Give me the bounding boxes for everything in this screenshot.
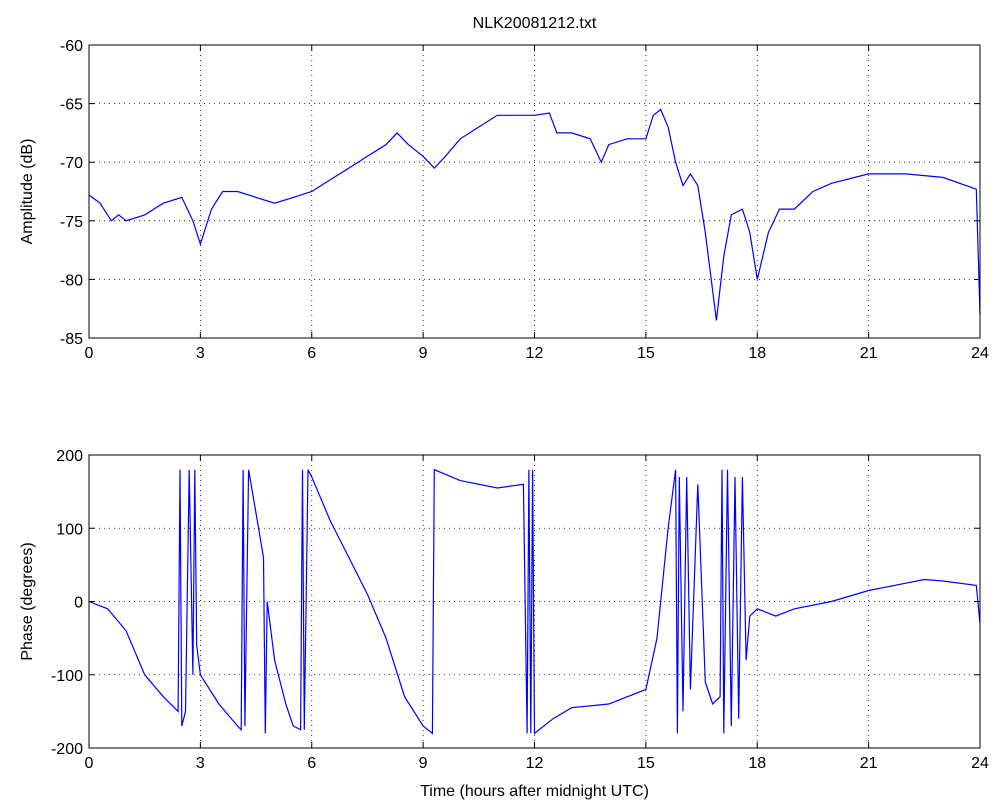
axes-frame bbox=[88, 454, 981, 749]
x-tick-label: 6 bbox=[307, 345, 316, 362]
chart-title: NLK20081212.txt bbox=[473, 15, 597, 32]
x-tick-label: 3 bbox=[196, 345, 205, 362]
x-tick-label: 12 bbox=[526, 755, 544, 772]
y-tick-label: -60 bbox=[60, 38, 83, 55]
y-tick-label: 200 bbox=[56, 448, 83, 465]
y-tick-label: -70 bbox=[60, 155, 83, 172]
y-tick-label: 0 bbox=[74, 595, 83, 612]
x-tick-label: 24 bbox=[971, 755, 989, 772]
data-line bbox=[88, 108, 981, 321]
x-axis-label: Time (hours after midnight UTC) bbox=[420, 783, 649, 800]
x-tick-label: 9 bbox=[419, 345, 428, 362]
x-tick-label: 0 bbox=[85, 755, 94, 772]
y-axis-label: Phase (degrees) bbox=[19, 542, 36, 660]
x-tick-label: 12 bbox=[526, 345, 544, 362]
x-tick-label: 0 bbox=[85, 345, 94, 362]
y-tick-label: -65 bbox=[60, 97, 83, 114]
x-tick-label: 3 bbox=[196, 755, 205, 772]
y-tick-label: -200 bbox=[51, 741, 83, 758]
y-tick-label: 100 bbox=[56, 521, 83, 538]
x-tick-label: 18 bbox=[748, 755, 766, 772]
y-tick-label: -80 bbox=[60, 272, 83, 289]
y-tick-label: -75 bbox=[60, 214, 83, 231]
y-tick-label: -100 bbox=[51, 668, 83, 685]
data-line bbox=[88, 468, 981, 735]
y-axis-label: Amplitude (dB) bbox=[19, 139, 36, 245]
x-tick-label: 24 bbox=[971, 345, 989, 362]
x-tick-label: 18 bbox=[748, 345, 766, 362]
x-tick-label: 21 bbox=[860, 345, 878, 362]
x-tick-label: 15 bbox=[637, 345, 655, 362]
y-tick-label: -85 bbox=[60, 331, 83, 348]
x-tick-label: 6 bbox=[307, 755, 316, 772]
x-tick-label: 21 bbox=[860, 755, 878, 772]
x-tick-label: 9 bbox=[419, 755, 428, 772]
x-tick-label: 15 bbox=[637, 755, 655, 772]
axes-frame bbox=[88, 44, 981, 339]
